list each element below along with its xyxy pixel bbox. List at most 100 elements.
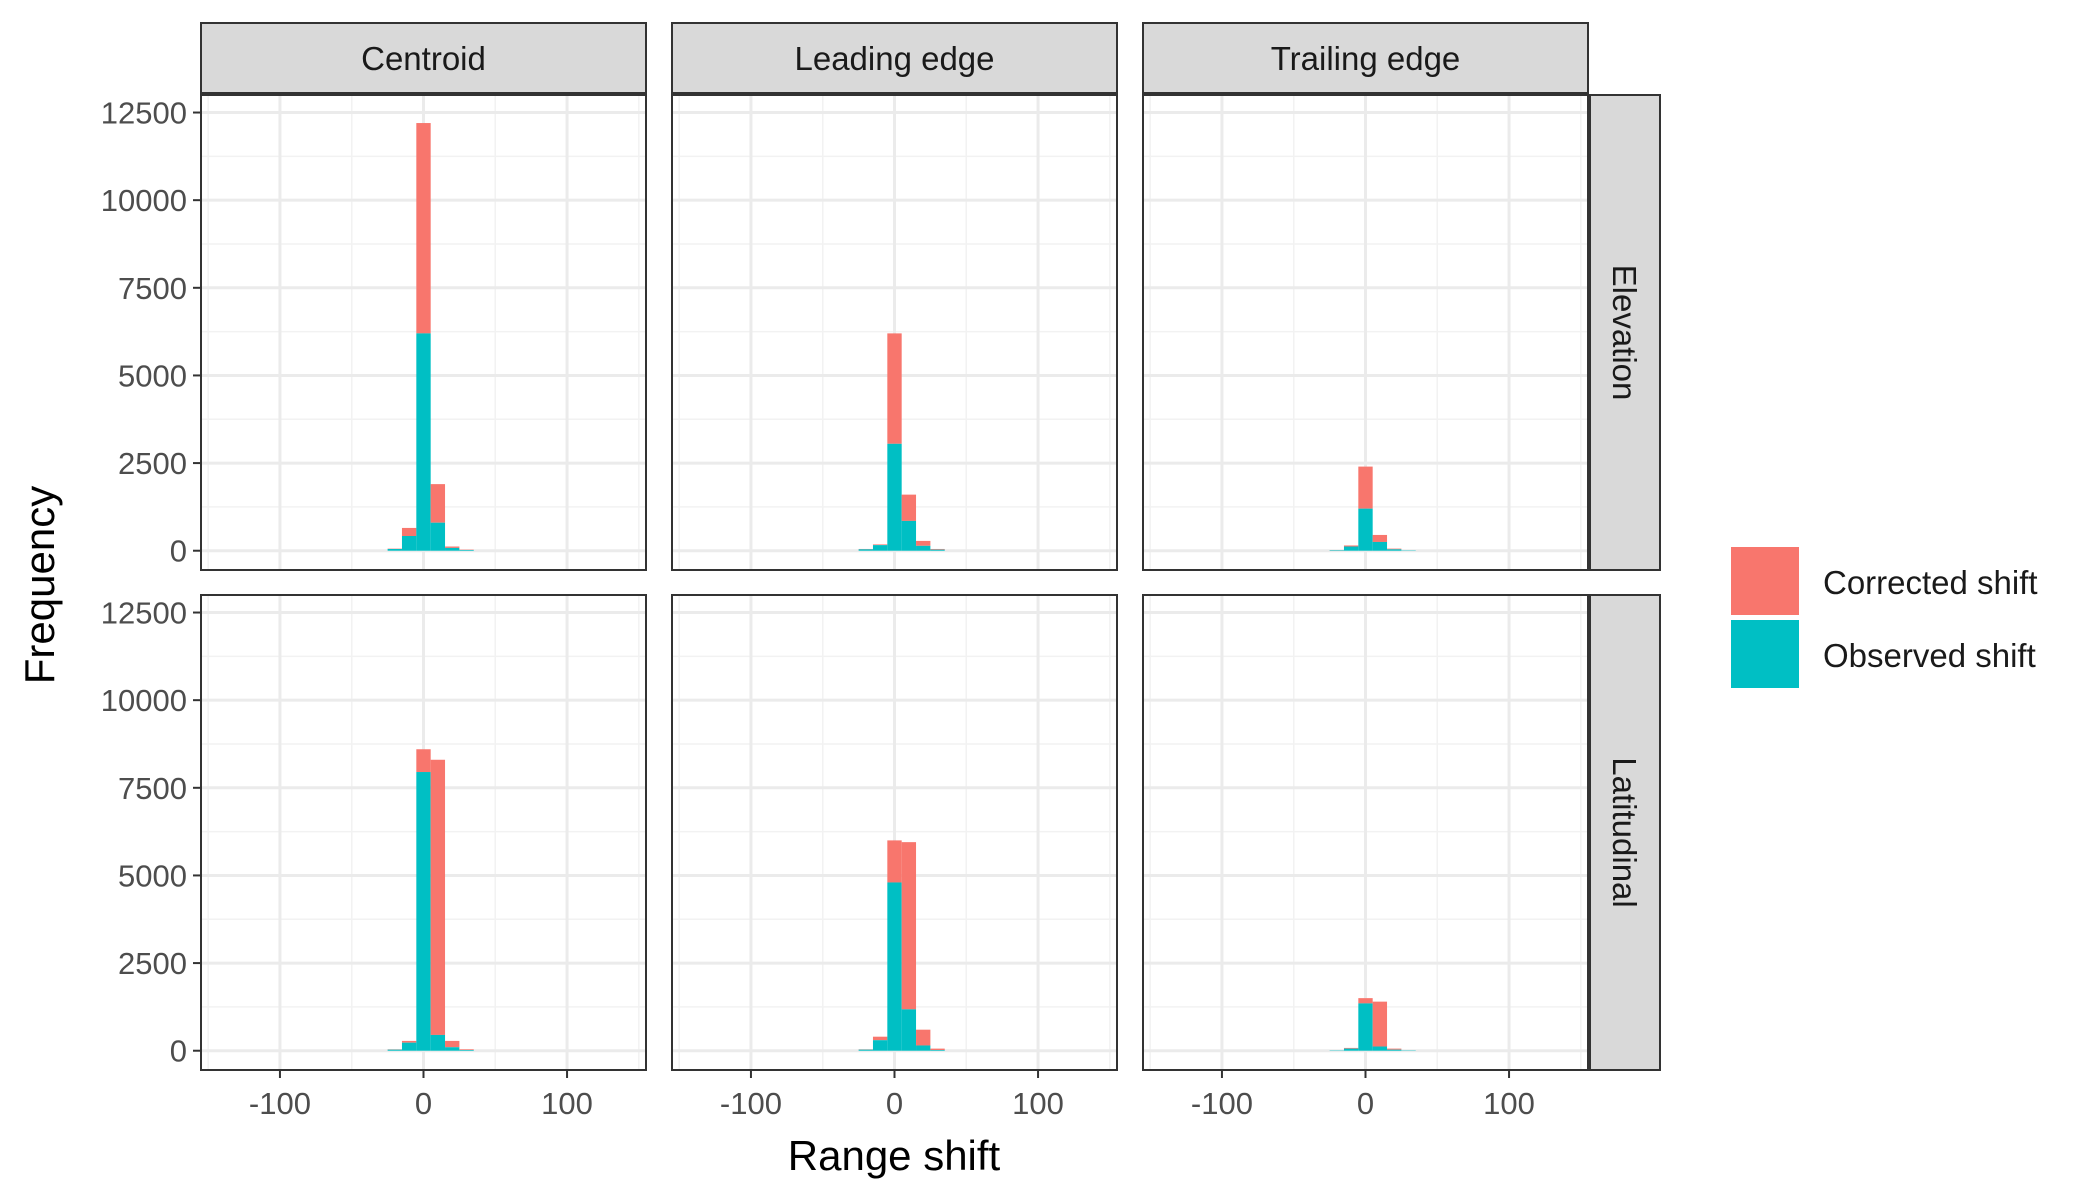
panel-border: [1142, 94, 1589, 571]
bar-corrected-shift: [872, 1036, 888, 1041]
x-axis-title: Range shift: [788, 1132, 1001, 1179]
bar-observed-shift: [887, 443, 902, 551]
bar-corrected-shift: [1343, 1047, 1359, 1049]
bar-observed-shift: [1343, 1048, 1359, 1051]
bar-observed-shift: [1372, 541, 1388, 551]
bar-corrected-shift: [416, 123, 431, 334]
bar-corrected-shift: [401, 527, 417, 536]
bar-observed-shift: [387, 1049, 402, 1051]
x-tick-label: -100: [720, 1086, 782, 1121]
bar-observed-shift: [916, 1045, 931, 1051]
x-tick-label: 0: [886, 1086, 903, 1121]
bar-corrected-shift: [1358, 466, 1373, 509]
bar-observed-shift: [901, 520, 917, 551]
bar-observed-shift: [416, 333, 431, 551]
y-axis: 0 2500 5000 7500 10000 12500: [101, 96, 201, 569]
bar-corrected-shift: [901, 494, 917, 521]
bar-observed-shift: [1358, 1003, 1373, 1051]
bar-observed-shift: [858, 549, 873, 551]
strip-latitudinal: Latitudinal: [1589, 594, 1661, 1071]
bar-corrected-shift: [1387, 1048, 1402, 1050]
strip-bg: [1589, 594, 1661, 1071]
bar-corrected-shift: [916, 540, 931, 546]
bar-observed-shift: [1358, 508, 1373, 551]
strip-leading-edge: Leading edge: [671, 22, 1118, 94]
y-tick-label: 10000: [101, 683, 187, 718]
panel-latitudinal-centroid: [200, 594, 647, 1071]
strip-centroid: Centroid: [200, 22, 647, 94]
bar-observed-shift: [387, 548, 402, 551]
bar-observed-shift: [901, 1009, 917, 1051]
bar-observed-shift: [445, 1047, 460, 1051]
y-tick-label: 2500: [118, 946, 187, 981]
strip-elevation: Elevation: [1589, 94, 1661, 571]
bar-observed-shift: [1372, 1046, 1388, 1051]
panel-border: [671, 94, 1118, 571]
bars: [1329, 466, 1416, 551]
y-axis-title: Frequency: [16, 486, 63, 684]
panel-latitudinal-trailing-edge: [1142, 594, 1589, 1071]
bar-corrected-shift: [887, 333, 902, 444]
panels-layer: [200, 94, 1589, 1071]
y-tick-label: 12500: [101, 596, 187, 631]
legend-label-corrected-shift: Corrected shift: [1823, 564, 2038, 601]
bar-observed-shift: [401, 1042, 417, 1051]
strip-label-centroid: Centroid: [361, 40, 486, 77]
panel-elevation-centroid: [200, 94, 647, 571]
bar-observed-shift: [459, 550, 474, 551]
x-tick-label: -100: [1191, 1086, 1253, 1121]
bar-corrected-shift: [901, 842, 917, 1010]
strip-bg: [1142, 22, 1589, 94]
x-axis: -100 0 100: [1191, 1070, 1535, 1121]
x-tick-label: 100: [1012, 1086, 1064, 1121]
strips-layer: Centroid Leading edge Trailing edge Elevati…: [200, 22, 1661, 1071]
bar-corrected-shift: [445, 1040, 460, 1048]
strip-label-trailing-edge: Trailing edge: [1271, 40, 1461, 77]
axes-layer: 0250050007500100001250002500500075001000…: [101, 96, 1535, 1121]
strip-label-latitudinal: Latitudinal: [1606, 757, 1643, 907]
bar-observed-shift: [459, 1050, 474, 1051]
bar-corrected-shift: [916, 1029, 931, 1046]
bar-observed-shift: [430, 1034, 446, 1051]
bar-observed-shift: [1387, 1049, 1402, 1051]
gridlines: [1143, 595, 1588, 1070]
y-tick-label: 5000: [118, 358, 187, 393]
bar-corrected-shift: [1372, 1001, 1388, 1047]
bar-observed-shift: [1329, 550, 1344, 551]
y-tick-label: 7500: [118, 771, 187, 806]
y-tick-label: 2500: [118, 446, 187, 481]
bars: [387, 123, 474, 551]
y-tick-label: 5000: [118, 858, 187, 893]
strip-bg: [671, 22, 1118, 94]
y-tick-label: 12500: [101, 96, 187, 131]
bars: [1329, 998, 1416, 1051]
bar-observed-shift: [430, 522, 446, 551]
strip-bg: [200, 22, 647, 94]
bar-observed-shift: [445, 547, 460, 551]
bar-corrected-shift: [430, 484, 446, 523]
bars: [858, 840, 945, 1051]
strip-bg: [1589, 94, 1661, 571]
bar-observed-shift: [401, 535, 417, 551]
bar-observed-shift: [858, 1049, 873, 1051]
y-tick-label: 10000: [101, 183, 187, 218]
bar-corrected-shift: [1343, 545, 1359, 547]
gridlines: [1143, 95, 1588, 570]
strip-label-elevation: Elevation: [1606, 265, 1643, 401]
x-tick-label: 100: [1483, 1086, 1535, 1121]
x-axis: -100 0 100: [249, 1070, 593, 1121]
legend-key-observed-shift: [1731, 620, 1799, 688]
y-tick-label: 0: [170, 534, 187, 569]
y-tick-label: 7500: [118, 271, 187, 306]
strip-trailing-edge: Trailing edge: [1142, 22, 1589, 94]
bar-observed-shift: [930, 1050, 945, 1051]
bar-corrected-shift: [1358, 998, 1373, 1004]
bar-corrected-shift: [416, 749, 431, 773]
bar-corrected-shift: [401, 1040, 417, 1043]
legend-label-observed-shift: Observed shift: [1823, 637, 2036, 674]
strip-label-leading-edge: Leading edge: [794, 40, 994, 77]
x-tick-label: 0: [1357, 1086, 1374, 1121]
bar-corrected-shift: [887, 840, 902, 883]
bar-observed-shift: [887, 882, 902, 1051]
